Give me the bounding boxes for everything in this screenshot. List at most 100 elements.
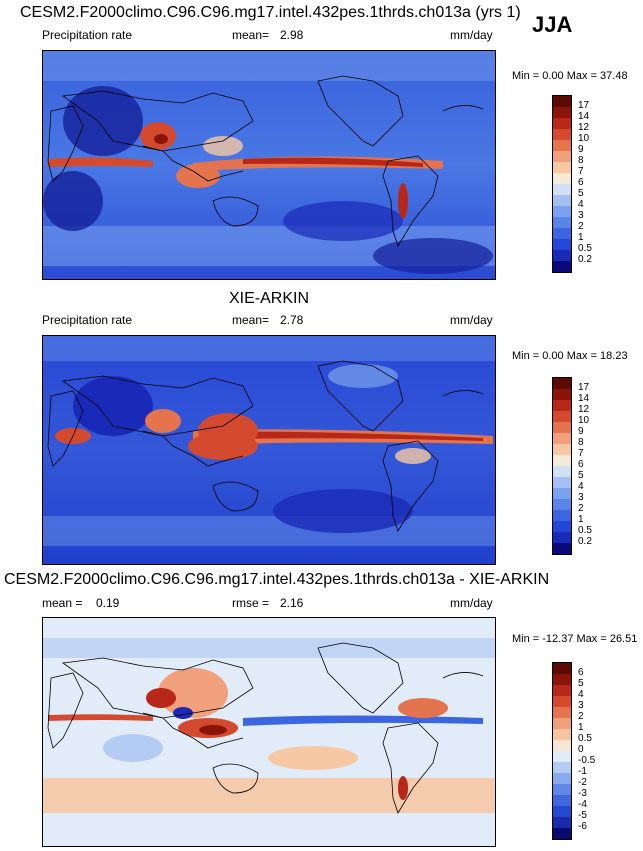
- season-label: JJA: [532, 12, 573, 37]
- panel3-title: CESM2.F2000climo.C96.C96.mg17.intel.432p…: [4, 571, 550, 588]
- colorbar-swatch: [553, 217, 571, 228]
- colorbar-swatch: [553, 806, 571, 817]
- panel1-variable-label: Precipitation rate: [42, 28, 133, 42]
- colorbar-tick-label: -4: [578, 799, 587, 810]
- colorbar-swatch: [553, 521, 571, 532]
- colorbar-tick-label: 9: [578, 426, 584, 437]
- panel2-colorbar-swatches: [553, 378, 571, 554]
- colorbar-swatch: [553, 261, 571, 272]
- panel1-minmax: Min = 0.00 Max = 37.48: [512, 70, 628, 82]
- colorbar-tick-label: 7: [578, 166, 584, 177]
- colorbar-swatch: [553, 663, 571, 674]
- colorbar-swatch: [553, 411, 571, 422]
- colorbar-swatch: [553, 129, 571, 140]
- colorbar-swatch: [553, 718, 571, 729]
- colorbar-tick-label: 1: [578, 232, 584, 243]
- colorbar-swatch: [553, 729, 571, 740]
- colorbar-tick-label: 0.5: [578, 525, 592, 536]
- panel3-rmse-label: rmse =: [232, 596, 270, 610]
- colorbar-tick-label: 14: [578, 111, 590, 122]
- panel1-mean-label: mean=: [232, 28, 270, 42]
- colorbar-tick-label: 0: [578, 744, 584, 755]
- colorbar-tick-label: -6: [578, 821, 587, 832]
- panel2-mean-label: mean=: [232, 313, 270, 327]
- panel3-units: mm/day: [450, 596, 493, 610]
- panel3-rmse-value: 2.16: [280, 596, 304, 610]
- colorbar-tick-label: 12: [578, 122, 590, 133]
- colorbar-swatch: [553, 206, 571, 217]
- colorbar-swatch: [553, 400, 571, 411]
- colorbar-tick-label: 4: [578, 689, 584, 700]
- colorbar-swatch: [553, 740, 571, 751]
- colorbar-swatch: [553, 795, 571, 806]
- colorbar-tick-label: -0.5: [578, 755, 596, 766]
- colorbar-swatch: [553, 140, 571, 151]
- colorbar-swatch: [553, 477, 571, 488]
- colorbar-tick-label: 17: [578, 100, 590, 111]
- colorbar-swatch: [553, 173, 571, 184]
- panel3-mean-label: mean =: [42, 596, 83, 610]
- panel1-units: mm/day: [450, 28, 493, 42]
- panel2-mean-value: 2.78: [280, 313, 304, 327]
- colorbar-swatch: [553, 250, 571, 261]
- colorbar-tick-label: 17: [578, 382, 590, 393]
- colorbar-swatch: [553, 685, 571, 696]
- colorbar-swatch: [553, 828, 571, 839]
- colorbar-swatch: [553, 422, 571, 433]
- colorbar-tick-label: 4: [578, 481, 584, 492]
- colorbar-swatch: [553, 444, 571, 455]
- colorbar-swatch: [553, 751, 571, 762]
- colorbar-swatch: [553, 696, 571, 707]
- panel3-map: [42, 617, 496, 847]
- colorbar-swatch: [553, 151, 571, 162]
- colorbar-tick-label: 1: [578, 722, 584, 733]
- colorbar-swatch: [553, 532, 571, 543]
- colorbar-tick-label: 2: [578, 711, 584, 722]
- colorbar-tick-label: 2: [578, 503, 584, 514]
- panel1-colorbar: [552, 95, 572, 273]
- panel3-minmax: Min = -12.37 Max = 26.51: [512, 633, 638, 645]
- colorbar-tick-label: 1: [578, 514, 584, 525]
- colorbar-swatch: [553, 499, 571, 510]
- colorbar-tick-label: 4: [578, 199, 584, 210]
- panel3-colorbar-swatches: [553, 663, 571, 839]
- panel1-map-field: [43, 51, 495, 279]
- colorbar-tick-label: 0.2: [578, 254, 592, 265]
- colorbar-tick-label: 5: [578, 678, 584, 689]
- colorbar-swatch: [553, 455, 571, 466]
- colorbar-tick-label: 8: [578, 437, 584, 448]
- panel1-title: CESM2.F2000climo.C96.C96.mg17.intel.432p…: [20, 4, 521, 21]
- panel2-colorbar: [552, 377, 572, 555]
- colorbar-tick-label: 3: [578, 492, 584, 503]
- colorbar-swatch: [553, 762, 571, 773]
- colorbar-swatch: [553, 107, 571, 118]
- colorbar-swatch: [553, 389, 571, 400]
- colorbar-tick-label: 12: [578, 404, 590, 415]
- colorbar-swatch: [553, 773, 571, 784]
- colorbar-swatch: [553, 378, 571, 389]
- colorbar-swatch: [553, 784, 571, 795]
- panel2-variable-label: Precipitation rate: [42, 313, 133, 327]
- colorbar-tick-label: 9: [578, 144, 584, 155]
- colorbar-swatch: [553, 543, 571, 554]
- colorbar-tick-label: 5: [578, 470, 584, 481]
- colorbar-tick-label: 8: [578, 155, 584, 166]
- colorbar-swatch: [553, 184, 571, 195]
- colorbar-swatch: [553, 96, 571, 107]
- panel3-mean-value: 0.19: [96, 596, 120, 610]
- colorbar-swatch: [553, 195, 571, 206]
- colorbar-swatch: [553, 466, 571, 477]
- colorbar-tick-label: 10: [578, 133, 590, 144]
- colorbar-tick-label: -3: [578, 788, 587, 799]
- colorbar-tick-label: 6: [578, 459, 584, 470]
- colorbar-swatch: [553, 510, 571, 521]
- panel2-map: [42, 335, 496, 565]
- panel2-minmax: Min = 0.00 Max = 18.23: [512, 350, 628, 362]
- panel2-title: XIE-ARKIN: [229, 290, 310, 307]
- colorbar-swatch: [553, 433, 571, 444]
- panel2-units: mm/day: [450, 313, 493, 327]
- colorbar-tick-label: 0.2: [578, 536, 592, 547]
- colorbar-swatch: [553, 228, 571, 239]
- colorbar-tick-label: 6: [578, 177, 584, 188]
- colorbar-tick-label: 14: [578, 393, 590, 404]
